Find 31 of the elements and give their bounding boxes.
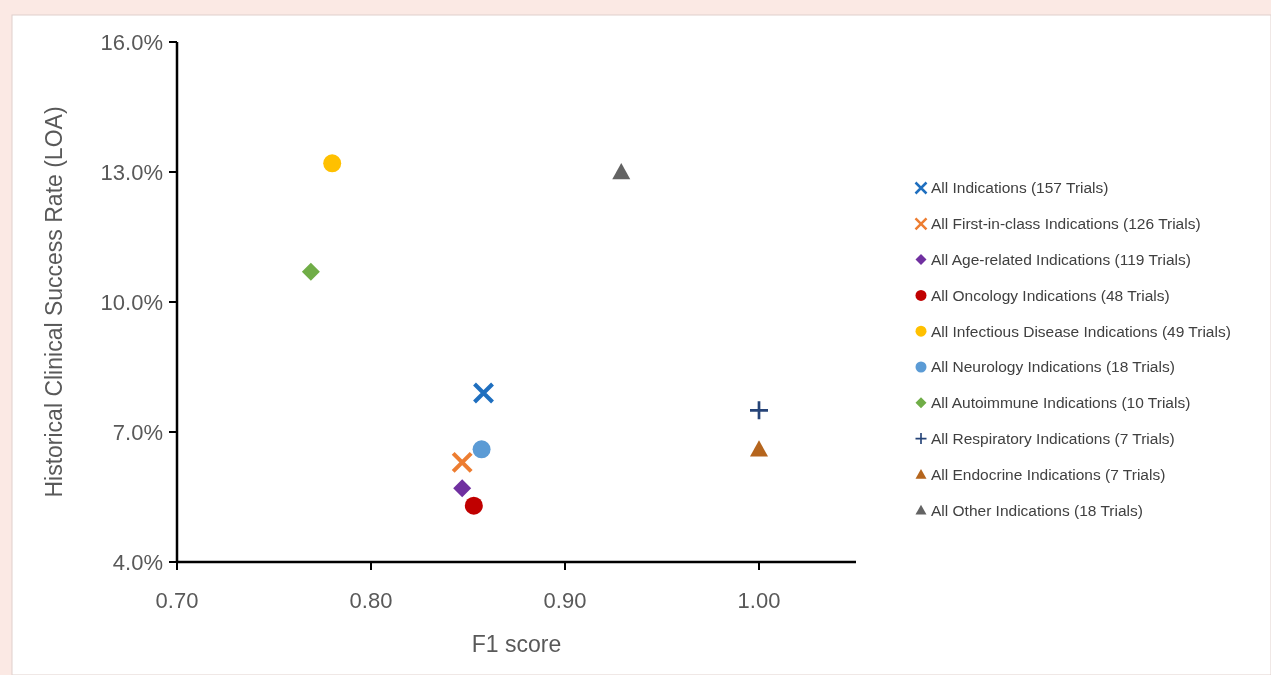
y-tick-label: 10.0%	[100, 289, 163, 315]
point	[472, 381, 495, 405]
legend-label: All Respiratory Indications (7 Trials)	[931, 430, 1175, 448]
point	[453, 479, 472, 498]
legend-label: All Other Indications (18 Trials)	[931, 501, 1143, 519]
y-tick-label: 16.0%	[100, 29, 163, 55]
legend-label: All First-in-class Indications (126 Trials)	[931, 215, 1201, 233]
legend-label: All Age-related Indications (119 Trials)	[931, 251, 1191, 269]
point	[612, 163, 631, 180]
y-tick-label: 7.0%	[112, 419, 163, 445]
point	[451, 451, 474, 474]
point	[323, 154, 342, 173]
x-tick-label: 0.70	[155, 588, 199, 613]
y-tick-label: 4.0%	[112, 549, 163, 575]
x-tick-label: 0.80	[349, 588, 393, 613]
point	[464, 496, 483, 515]
point	[750, 440, 768, 457]
legend-label: All Endocrine Indications (7 Trials)	[931, 465, 1166, 483]
x-tick-label: 1.00	[737, 588, 781, 613]
point	[748, 399, 770, 421]
point	[472, 440, 491, 459]
legend-label: All Indications (157 Trials)	[931, 179, 1109, 197]
point	[301, 262, 320, 281]
y-axis-title: Historical Clinical Success Rate (LOA)	[41, 106, 67, 498]
legend-label: All Autoimmune Indications (10 Trials)	[931, 394, 1191, 412]
legend-label: All Oncology Indications (48 Trials)	[931, 286, 1170, 304]
legend-label: All Neurology Indications (18 Trials)	[931, 358, 1175, 376]
legend-label: All Infectious Disease Indications (49 Trials)	[931, 322, 1231, 340]
x-tick-label: 0.90	[543, 588, 587, 613]
y-tick-label: 13.0%	[100, 159, 163, 185]
x-axis-title: F1 score	[471, 631, 562, 657]
